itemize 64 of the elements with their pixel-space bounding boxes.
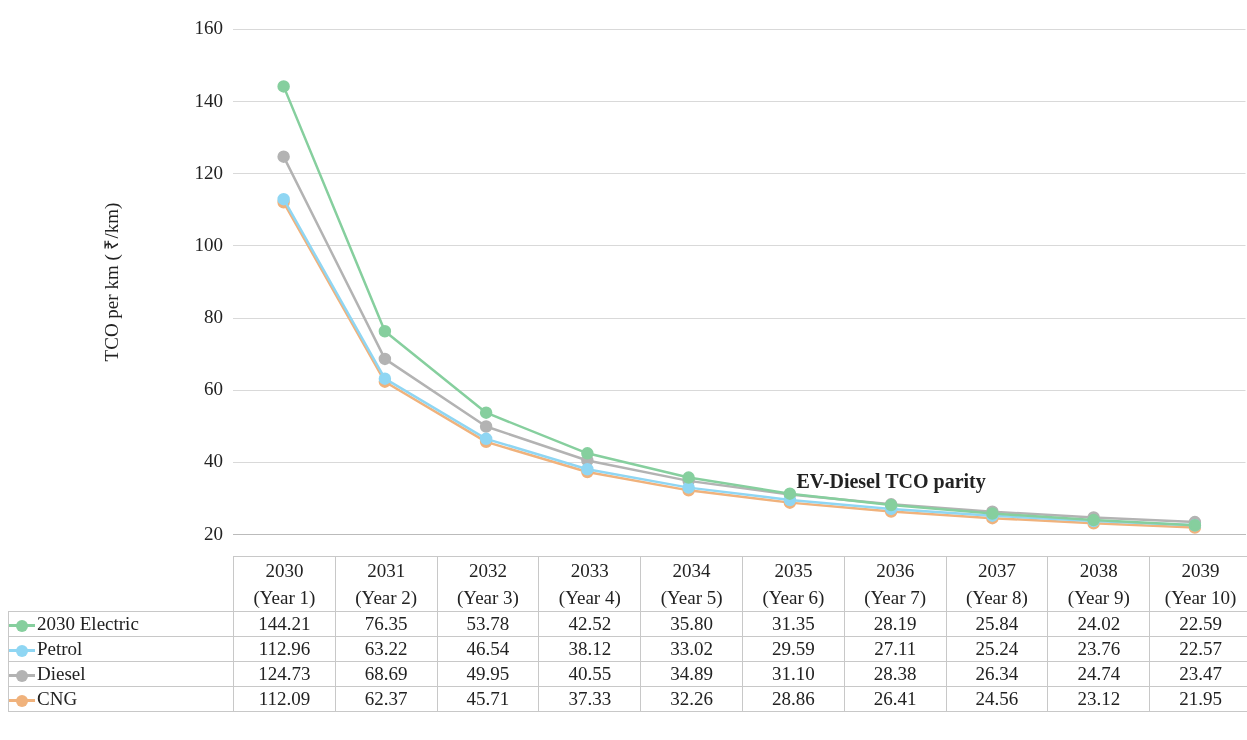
data-label: 25.84 — [946, 611, 1048, 637]
data-label: 33.02 — [640, 636, 743, 662]
data-label: 23.76 — [1047, 636, 1150, 662]
y-tick-label: 160 — [194, 17, 223, 39]
data-label: 63.22 — [335, 636, 438, 662]
y-tick-label: 140 — [194, 89, 223, 111]
data-label: 28.19 — [844, 611, 947, 637]
y-tick-label: 20 — [204, 522, 223, 544]
data-label: 38.12 — [538, 636, 641, 662]
data-label: 124.73 — [233, 661, 336, 687]
x-tick-label: 2038 (Year 9) — [1047, 556, 1150, 612]
data-label: 34.89 — [640, 661, 743, 687]
y-axis-title: TCO per km ( ₹/km) — [101, 202, 124, 362]
legend-label: Petrol — [8, 636, 234, 662]
x-tick-label: 2031 (Year 2) — [335, 556, 438, 612]
data-label: 37.33 — [538, 686, 641, 712]
data-label: 45.71 — [437, 686, 539, 712]
data-label: 53.78 — [437, 611, 539, 637]
data-label: 23.12 — [1047, 686, 1150, 712]
data-label: 144.21 — [233, 611, 336, 637]
data-label: 68.69 — [335, 661, 438, 687]
legend-label: Diesel — [8, 661, 234, 687]
data-label: 25.24 — [946, 636, 1048, 662]
data-label: 22.59 — [1149, 611, 1247, 637]
data-label: 21.95 — [1149, 686, 1247, 712]
x-tick-label: 2035 (Year 6) — [742, 556, 845, 612]
data-label: 28.38 — [844, 661, 947, 687]
data-label: 40.55 — [538, 661, 641, 687]
y-tick-label: 60 — [204, 378, 223, 400]
x-tick-label: 2039 (Year 10) — [1149, 556, 1247, 612]
data-label: 49.95 — [437, 661, 539, 687]
data-label: 31.10 — [742, 661, 845, 687]
y-tick-label: 80 — [204, 306, 223, 328]
legend-label: 2030 Electric — [8, 611, 234, 637]
data-label: 23.47 — [1149, 661, 1247, 687]
data-label: 46.54 — [437, 636, 539, 662]
x-tick-label: 2033 (Year 4) — [538, 556, 641, 612]
data-label: 26.34 — [946, 661, 1048, 687]
x-tick-label: 2034 (Year 5) — [640, 556, 743, 612]
y-tick-label: 120 — [194, 161, 223, 183]
data-label: 22.57 — [1149, 636, 1247, 662]
data-label: 31.35 — [742, 611, 845, 637]
data-label: 62.37 — [335, 686, 438, 712]
annotation: EV-Diesel TCO parity — [796, 469, 986, 493]
data-label: 24.74 — [1047, 661, 1150, 687]
x-tick-label: 2032 (Year 3) — [437, 556, 539, 612]
x-tick-label: 2030 (Year 1) — [233, 556, 336, 612]
data-label: 42.52 — [538, 611, 641, 637]
data-label: 112.09 — [233, 686, 336, 712]
data-label: 112.96 — [233, 636, 336, 662]
data-label: 27.11 — [844, 636, 947, 662]
y-tick-label: 40 — [204, 450, 223, 472]
legend-label: CNG — [8, 686, 234, 712]
data-label: 35.80 — [640, 611, 743, 637]
data-label: 76.35 — [335, 611, 438, 637]
data-label: 26.41 — [844, 686, 947, 712]
x-tick-label: 2036 (Year 7) — [844, 556, 947, 612]
data-label: 28.86 — [742, 686, 845, 712]
data-label: 24.02 — [1047, 611, 1150, 637]
x-tick-label: 2037 (Year 8) — [946, 556, 1048, 612]
data-label: 24.56 — [946, 686, 1048, 712]
data-label: 29.59 — [742, 636, 845, 662]
data-label: 32.26 — [640, 686, 743, 712]
y-tick-label: 100 — [194, 233, 223, 255]
